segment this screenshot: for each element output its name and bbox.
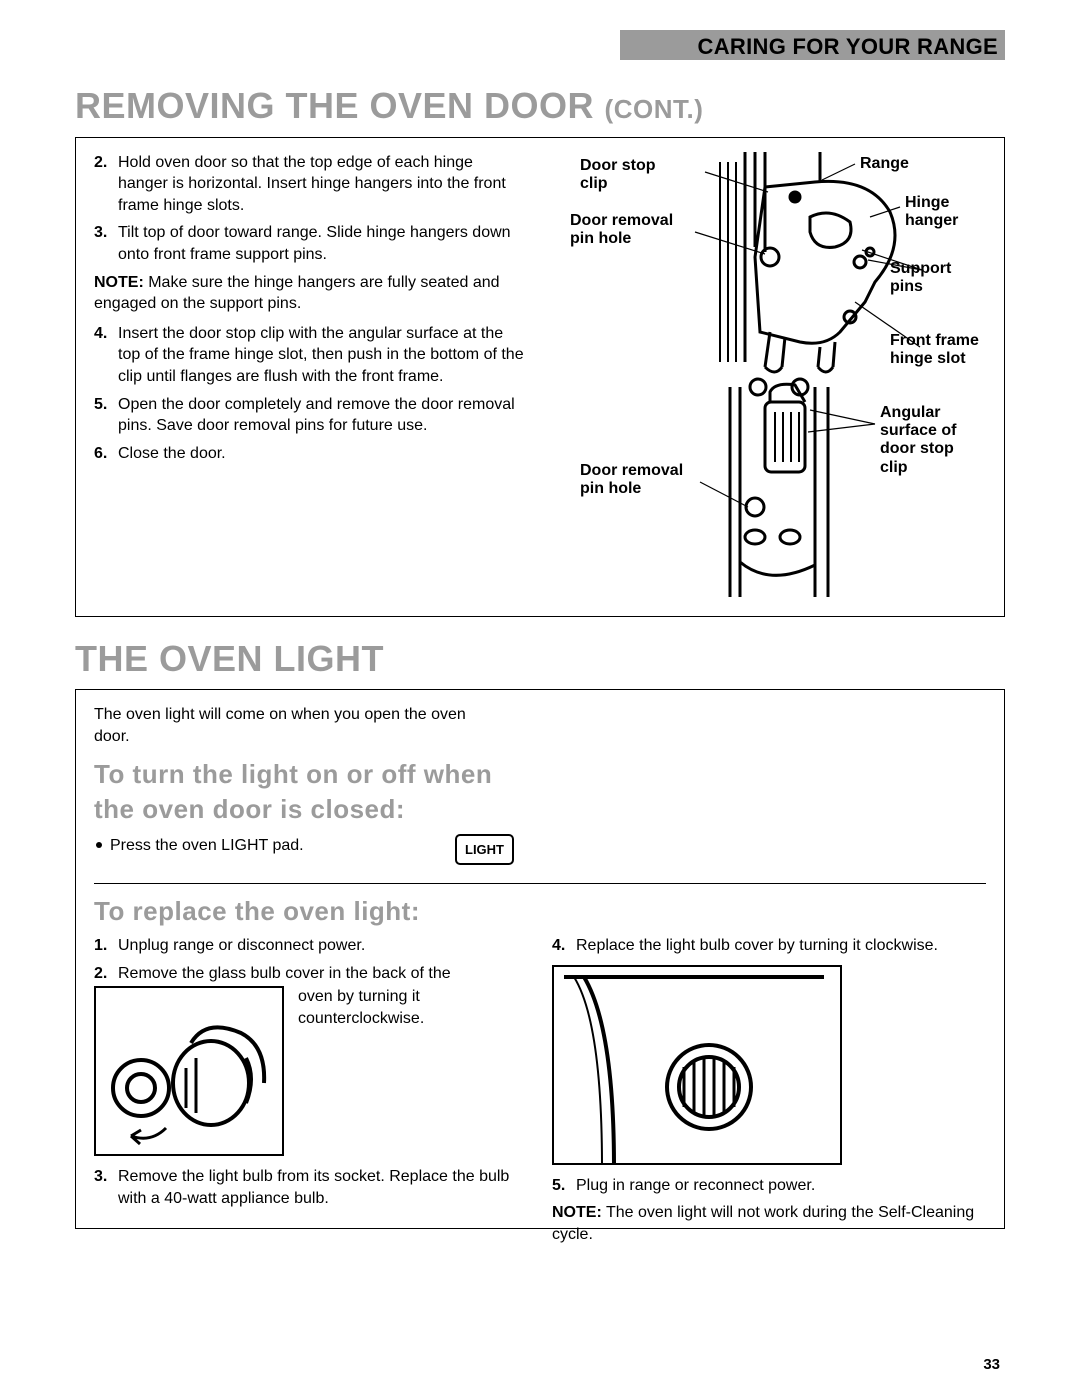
label-hinge-hanger: Hinge hanger [905, 194, 975, 231]
sub-title-replace: To replace the oven light: [94, 894, 986, 929]
step-text: Open the door completely and remove the … [118, 394, 524, 437]
step-text: Remove the light bulb from its socket. R… [118, 1166, 524, 1209]
section1-steps2: 4. Insert the door stop clip with the an… [94, 323, 524, 465]
step-number: 2. [94, 963, 114, 985]
step-text: Remove the glass bulb cover in the back … [118, 963, 524, 985]
section1-note: NOTE: Make sure the hinge hangers are fu… [94, 272, 524, 315]
step-item: 4. Insert the door stop clip with the an… [94, 323, 524, 388]
bullet-icon [96, 842, 102, 848]
note-text: The oven light will not work during the … [552, 1204, 974, 1243]
label-angular-surface: Angular surface of door stop clip [880, 404, 980, 478]
step-number: 3. [94, 222, 114, 265]
step-text: Replace the light bulb cover by turning … [576, 935, 982, 957]
two-column: 1. Unplug range or disconnect power. 2. … [94, 935, 986, 1245]
step-text: Hold oven door so that the top edge of e… [118, 152, 524, 217]
step-item: 2. Hold oven door so that the top edge o… [94, 152, 524, 217]
left-column: 1. Unplug range or disconnect power. 2. … [94, 935, 524, 1245]
bulb-remove-illustration [94, 986, 284, 1156]
right-column: 4. Replace the light bulb cover by turni… [552, 935, 982, 1245]
step-number: 5. [94, 394, 114, 437]
label-range: Range [860, 155, 909, 173]
step2-continuation: oven by turning it counterclockwise. [298, 984, 468, 1166]
step-item: 4. Replace the light bulb cover by turni… [552, 935, 982, 957]
step-text: Unplug range or disconnect power. [118, 935, 524, 957]
step-number: 1. [94, 935, 114, 957]
divider [94, 883, 986, 884]
step-item: 5. Plug in range or reconnect power. [552, 1175, 982, 1197]
section2-note: NOTE: The oven light will not work durin… [552, 1202, 982, 1245]
bullet-text: Press the oven LIGHT pad. [110, 835, 304, 857]
step-item: 2. Remove the glass bulb cover in the ba… [94, 963, 524, 985]
step-item: 6. Close the door. [94, 443, 524, 465]
step-text: Insert the door stop clip with the angul… [118, 323, 524, 388]
step-number: 2. [94, 152, 114, 217]
step-text: Close the door. [118, 443, 524, 465]
step-number: 4. [94, 323, 114, 388]
section1-box: 2. Hold oven door so that the top edge o… [75, 137, 1005, 617]
sub-title-toggle: To turn the light on or off when the ove… [94, 757, 494, 827]
step-number: 4. [552, 935, 572, 957]
step-text: Plug in range or reconnect power. [576, 1175, 982, 1197]
section2-title: THE OVEN LIGHT [75, 635, 1005, 684]
note-label: NOTE: [552, 1204, 602, 1221]
hinge-diagram: Door stop clip Range Hinge hanger Suppor… [570, 152, 980, 602]
oven-light-intro: The oven light will come on when you ope… [94, 704, 494, 747]
label-door-removal-pin-hole-1: Door removal pin hole [570, 212, 695, 249]
note-text: Make sure the hinge hangers are fully se… [94, 274, 500, 313]
section1-steps: 2. Hold oven door so that the top edge o… [94, 152, 524, 266]
step-text: Tilt top of door toward range. Slide hin… [118, 222, 524, 265]
step-number: 3. [94, 1166, 114, 1209]
step-item: 1. Unplug range or disconnect power. [94, 935, 524, 957]
section1-title: REMOVING THE OVEN DOOR (CONT.) [75, 82, 1005, 131]
page-number: 33 [983, 1355, 1000, 1375]
label-door-stop-clip: Door stop clip [580, 157, 680, 194]
bulb-replace-illustration [552, 965, 842, 1165]
section1-title-sub: (CONT.) [605, 94, 704, 124]
step-item: 5. Open the door completely and remove t… [94, 394, 524, 437]
step-number: 5. [552, 1175, 572, 1197]
section1-title-main: REMOVING THE OVEN DOOR [75, 85, 605, 126]
note-label: NOTE: [94, 274, 144, 291]
step-item: 3. Tilt top of door toward range. Slide … [94, 222, 524, 265]
section2-box: The oven light will come on when you ope… [75, 689, 1005, 1229]
label-support-pins: Support pins [890, 260, 980, 297]
bullet-line: Press the oven LIGHT pad. [94, 835, 425, 857]
step-item: 3. Remove the light bulb from its socket… [94, 1166, 524, 1209]
header-label: CARING FOR YOUR RANGE [698, 32, 998, 62]
label-door-removal-pin-hole-2: Door removal pin hole [580, 462, 705, 499]
label-front-frame-slot: Front frame hinge slot [890, 332, 985, 369]
step-number: 6. [94, 443, 114, 465]
light-pad-icon: LIGHT [455, 834, 514, 866]
